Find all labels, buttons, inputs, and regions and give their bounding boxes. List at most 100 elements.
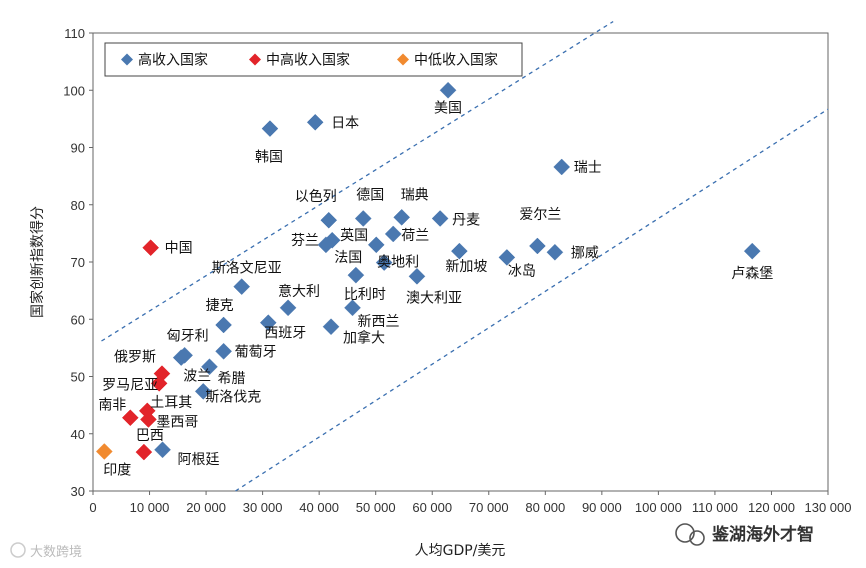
- point-label: 印度: [103, 462, 131, 478]
- x-tick-label: 100 000: [635, 500, 682, 515]
- point-label: 挪威: [571, 245, 599, 261]
- point-label: 新西兰: [358, 314, 400, 330]
- x-tick-label: 110 000: [692, 500, 738, 515]
- legend: 高收入国家 中高收入国家 中低收入国家: [104, 42, 523, 77]
- x-tick-label: 60 000: [412, 500, 452, 515]
- corner-logo-icon: [10, 542, 26, 558]
- point-marker: [375, 254, 393, 271]
- point-label: 以色列: [295, 188, 337, 205]
- point-label: 英国: [340, 227, 368, 244]
- watermark-text: 鉴湖海外才智: [711, 524, 814, 545]
- point-marker: [261, 120, 279, 137]
- point-marker: [344, 299, 361, 317]
- point-marker: [135, 443, 153, 461]
- point-marker: [279, 299, 297, 317]
- point-label: 冰岛: [508, 263, 536, 279]
- point-label: 比利时: [344, 287, 386, 303]
- legend-label: 高收入国家: [138, 52, 208, 69]
- point-marker: [233, 278, 251, 295]
- y-tick-label: 40: [71, 427, 85, 442]
- legend-marker: [397, 53, 409, 66]
- point-label: 瑞典: [401, 187, 429, 203]
- point-label: 美国: [434, 100, 462, 116]
- legend-marker: [121, 53, 133, 66]
- point-label: 卢森堡: [731, 266, 773, 282]
- point-marker: [154, 441, 171, 459]
- point-label: 日本: [331, 115, 359, 131]
- x-tick-label: 20 000: [186, 500, 226, 515]
- point-label: 南非: [98, 398, 126, 414]
- x-tick-label: 30 000: [243, 500, 283, 515]
- point-marker: [553, 158, 571, 176]
- point-label: 丹麦: [452, 212, 480, 228]
- point-label: 中国: [165, 241, 193, 257]
- point-marker: [498, 249, 516, 266]
- point-marker: [347, 266, 365, 284]
- point-marker: [546, 243, 564, 261]
- legend-box: [104, 42, 523, 77]
- point-marker: [95, 443, 113, 460]
- point-label: 墨西哥: [156, 414, 198, 430]
- point-label: 西班牙: [264, 326, 306, 342]
- x-tick-label: 90 000: [582, 500, 622, 515]
- point-marker: [393, 208, 411, 226]
- wechat-logo-icon: [675, 523, 705, 546]
- corner-watermark-text: 大数跨境: [30, 545, 82, 560]
- point-label: 希腊: [217, 371, 245, 387]
- y-tick-label: 70: [71, 255, 85, 270]
- point-label: 阿根廷: [178, 452, 220, 468]
- x-tick-label: 40 000: [299, 500, 339, 515]
- x-tick-label: 0: [89, 500, 96, 515]
- point-label: 巴西: [136, 428, 164, 444]
- point-label: 瑞士: [574, 160, 602, 176]
- point-marker: [354, 210, 372, 227]
- x-tick-label: 80 000: [525, 500, 565, 515]
- point-label: 葡萄牙: [235, 344, 277, 360]
- point-marker: [259, 314, 277, 332]
- point-marker: [322, 318, 340, 336]
- legend-label: 中高收入国家: [266, 52, 350, 69]
- reference-lines: [101, 20, 829, 492]
- point-label: 波兰: [183, 369, 211, 385]
- point-marker: [323, 231, 341, 249]
- y-tick-label: 90: [71, 141, 85, 156]
- y-axis: 30 40 50 60 70 80 90 100 110: [63, 26, 93, 499]
- point-marker: [142, 239, 160, 257]
- point-marker: [306, 113, 324, 131]
- y-axis-title: 国家创新指数得分: [29, 206, 46, 318]
- point-marker: [431, 210, 449, 227]
- point-label: 意大利: [278, 283, 320, 300]
- data-points: [95, 81, 761, 461]
- point-label: 俄罗斯: [114, 350, 156, 366]
- point-marker: [121, 409, 139, 427]
- point-label: 捷克: [206, 298, 234, 314]
- x-tick-label: 50 000: [356, 500, 396, 515]
- point-marker: [194, 383, 212, 400]
- x-tick-label: 10 000: [130, 500, 170, 515]
- point-marker: [529, 237, 546, 255]
- point-marker: [140, 411, 157, 428]
- legend-marker: [249, 53, 261, 66]
- point-label: 斯洛文尼亚: [212, 261, 282, 277]
- point-marker: [320, 211, 338, 229]
- point-marker: [408, 267, 426, 285]
- point-label: 新加坡: [445, 259, 487, 275]
- point-marker: [367, 236, 385, 254]
- x-tick-label: 120 000: [748, 500, 795, 515]
- point-label: 匈牙利: [167, 328, 209, 344]
- point-label: 加拿大: [343, 330, 385, 347]
- legend-label: 中低收入国家: [414, 52, 498, 69]
- point-label: 爱尔兰: [519, 207, 561, 223]
- point-marker: [201, 358, 218, 376]
- point-marker: [172, 349, 190, 366]
- point-marker: [439, 81, 457, 99]
- point-label: 土耳其: [150, 395, 192, 411]
- x-tick-label: 70 000: [469, 500, 509, 515]
- point-marker: [743, 242, 761, 260]
- x-axis-title: 人均GDP/美元: [415, 543, 506, 559]
- point-label: 澳大利亚: [406, 290, 462, 306]
- point-label: 法国: [334, 250, 362, 266]
